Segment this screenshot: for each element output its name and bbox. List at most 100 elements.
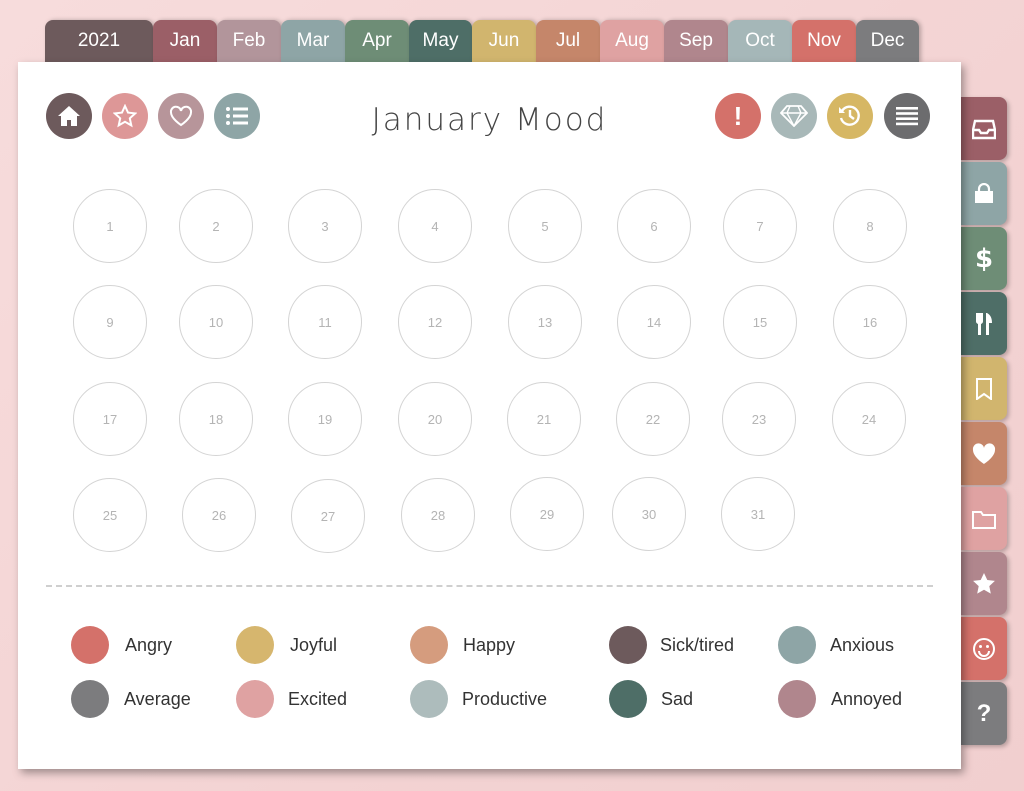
tab-may[interactable]: May [409,20,472,64]
legend-happy: Happy [410,626,515,664]
day-22[interactable]: 22 [616,382,690,456]
day-15[interactable]: 15 [723,285,797,359]
legend-productive: Productive [410,680,547,718]
day-7[interactable]: 7 [723,189,797,263]
heart-icon [169,105,193,127]
menu-button[interactable] [884,93,930,139]
utensils-icon [975,312,992,335]
legend-label: Excited [288,688,348,709]
day-29[interactable]: 29 [510,477,584,551]
legend-swatch [236,680,274,718]
legend-label: Happy [463,634,516,655]
day-13[interactable]: 13 [508,285,582,359]
day-9[interactable]: 9 [73,285,147,359]
tab-jul[interactable]: Jul [536,20,600,64]
tab-apr[interactable]: Apr [345,20,409,64]
legend-swatch [778,626,816,664]
legend-excited: Excited [236,680,347,718]
bookmark-icon [976,377,992,400]
day-3[interactable]: 3 [288,189,362,263]
dollar-icon: $ [974,243,994,274]
legend-anxious: Anxious [778,626,894,664]
alert-button[interactable]: ! [715,93,761,139]
day-31[interactable]: 31 [721,477,795,551]
likes-button[interactable] [158,93,204,139]
list-button[interactable] [214,93,260,139]
legend-average: Average [71,680,191,718]
tab-jan[interactable]: Jan [153,20,217,64]
tab-oct[interactable]: Oct [728,20,792,64]
day-5[interactable]: 5 [508,189,582,263]
side-tab-mood[interactable] [961,617,1007,680]
diamond-icon [780,105,808,127]
day-16[interactable]: 16 [833,285,907,359]
list-icon [226,107,248,125]
side-tab-favorites[interactable] [961,422,1007,485]
day-8[interactable]: 8 [833,189,907,263]
smile-icon [973,637,995,660]
menu-icon [896,107,918,126]
divider [46,585,933,587]
legend-label: Sick/tired [660,634,735,655]
legend-label: Joyful [290,634,338,655]
day-23[interactable]: 23 [722,382,796,456]
tab-sep[interactable]: Sep [664,20,728,64]
legend-label: Average [124,688,191,709]
tab-mar[interactable]: Mar [281,20,345,64]
shopping-bag-icon [975,182,993,203]
side-tab-folder[interactable] [961,487,1007,550]
legend-joyful: Joyful [236,626,337,664]
day-17[interactable]: 17 [73,382,147,456]
day-11[interactable]: 11 [288,285,362,359]
tab-nov[interactable]: Nov [792,20,856,64]
day-10[interactable]: 10 [179,285,253,359]
day-2[interactable]: 2 [179,189,253,263]
tab-year[interactable]: 2021 [45,20,153,64]
day-14[interactable]: 14 [617,285,691,359]
legend-sick-tired: Sick/tired [609,626,734,664]
legend-annoyed: Annoyed [778,680,902,718]
day-24[interactable]: 24 [832,382,906,456]
home-button[interactable] [46,93,92,139]
star-icon [973,572,995,594]
alert-icon: ! [733,100,743,131]
side-tab-meals[interactable] [961,292,1007,355]
day-12[interactable]: 12 [398,285,472,359]
day-4[interactable]: 4 [398,189,472,263]
tab-feb[interactable]: Feb [217,20,281,64]
day-30[interactable]: 30 [612,477,686,551]
day-18[interactable]: 18 [179,382,253,456]
star-icon [113,104,137,128]
side-tab-bookmarks[interactable] [961,357,1007,420]
heart-icon [972,442,996,464]
inbox-icon [972,119,996,139]
side-tab-inbox[interactable] [961,97,1007,160]
day-21[interactable]: 21 [507,382,581,456]
day-27[interactable]: 27 [291,479,365,553]
day-26[interactable]: 26 [182,478,256,552]
tab-aug[interactable]: Aug [600,20,664,64]
day-25[interactable]: 25 [73,478,147,552]
side-tab-finance[interactable]: $ [961,227,1007,290]
day-20[interactable]: 20 [398,382,472,456]
legend-swatch [71,680,109,718]
premium-button[interactable] [771,93,817,139]
tab-jun[interactable]: Jun [472,20,536,64]
legend-swatch [609,626,647,664]
legend-label: Productive [462,688,548,709]
side-tab-shopping[interactable] [961,162,1007,225]
legend-swatch [778,680,816,718]
day-28[interactable]: 28 [401,478,475,552]
legend-label: Angry [125,634,173,655]
home-icon [58,106,80,126]
folder-icon [972,510,996,529]
day-1[interactable]: 1 [73,189,147,263]
day-19[interactable]: 19 [288,382,362,456]
legend-swatch [236,626,274,664]
tab-dec[interactable]: Dec [856,20,919,64]
side-tab-starred[interactable] [961,552,1007,615]
history-button[interactable] [827,93,873,139]
favorites-button[interactable] [102,93,148,139]
day-6[interactable]: 6 [617,189,691,263]
side-tab-help[interactable]: ? [961,682,1007,745]
